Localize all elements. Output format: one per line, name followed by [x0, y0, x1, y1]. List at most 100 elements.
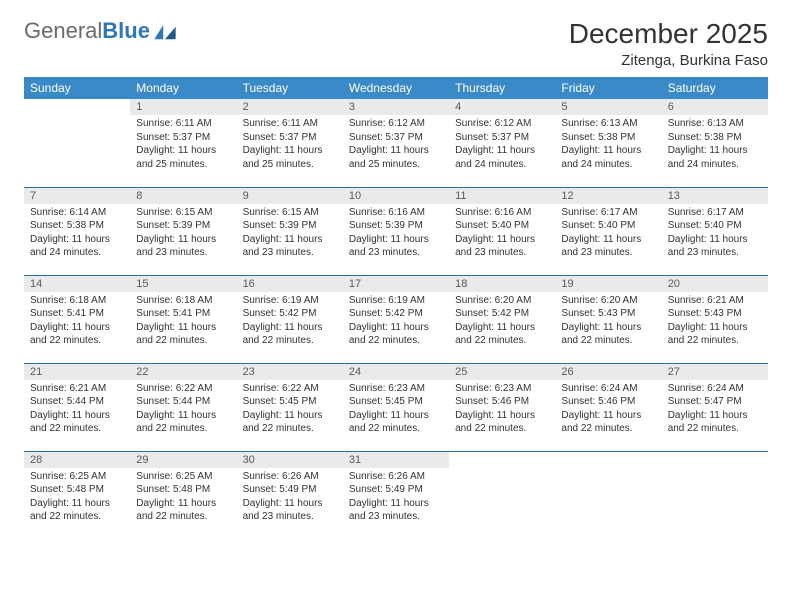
- day-number: 18: [449, 276, 555, 292]
- daylight-line: Daylight: 11 hours and 22 minutes.: [455, 409, 549, 436]
- calendar-body: 1Sunrise: 6:11 AMSunset: 5:37 PMDaylight…: [24, 99, 768, 539]
- day-details: Sunrise: 6:16 AMSunset: 5:39 PMDaylight:…: [343, 204, 449, 264]
- daylight-line: Daylight: 11 hours and 23 minutes.: [561, 233, 655, 260]
- day-details: Sunrise: 6:20 AMSunset: 5:42 PMDaylight:…: [449, 292, 555, 352]
- sunset-line: Sunset: 5:43 PM: [561, 307, 655, 321]
- brand-logo: GeneralBlue: [24, 18, 176, 44]
- day-details: Sunrise: 6:22 AMSunset: 5:44 PMDaylight:…: [130, 380, 236, 440]
- day-number: 10: [343, 188, 449, 204]
- day-number: 12: [555, 188, 661, 204]
- day-number: 28: [24, 452, 130, 468]
- sunset-line: Sunset: 5:49 PM: [243, 483, 337, 497]
- sunrise-line: Sunrise: 6:19 AM: [243, 294, 337, 308]
- calendar-cell: 6Sunrise: 6:13 AMSunset: 5:38 PMDaylight…: [662, 99, 768, 187]
- day-number: 27: [662, 364, 768, 380]
- calendar-cell: 10Sunrise: 6:16 AMSunset: 5:39 PMDayligh…: [343, 187, 449, 275]
- sunrise-line: Sunrise: 6:17 AM: [668, 206, 762, 220]
- day-details: Sunrise: 6:18 AMSunset: 5:41 PMDaylight:…: [130, 292, 236, 352]
- calendar-cell: 17Sunrise: 6:19 AMSunset: 5:42 PMDayligh…: [343, 275, 449, 363]
- daylight-line: Daylight: 11 hours and 22 minutes.: [30, 409, 124, 436]
- day-number: 16: [237, 276, 343, 292]
- sunrise-line: Sunrise: 6:15 AM: [243, 206, 337, 220]
- calendar-page: GeneralBlue December 2025 Zitenga, Burki…: [0, 0, 792, 549]
- day-number: 1: [130, 99, 236, 115]
- sunrise-line: Sunrise: 6:17 AM: [561, 206, 655, 220]
- day-number: 14: [24, 276, 130, 292]
- sunset-line: Sunset: 5:42 PM: [455, 307, 549, 321]
- daylight-line: Daylight: 11 hours and 25 minutes.: [349, 144, 443, 171]
- calendar-table: Sunday Monday Tuesday Wednesday Thursday…: [24, 77, 768, 539]
- day-details: Sunrise: 6:26 AMSunset: 5:49 PMDaylight:…: [343, 468, 449, 528]
- daylight-line: Daylight: 11 hours and 22 minutes.: [136, 497, 230, 524]
- sunset-line: Sunset: 5:46 PM: [455, 395, 549, 409]
- brand-sail-icon: [154, 25, 176, 41]
- calendar-cell: 5Sunrise: 6:13 AMSunset: 5:38 PMDaylight…: [555, 99, 661, 187]
- day-details: Sunrise: 6:24 AMSunset: 5:46 PMDaylight:…: [555, 380, 661, 440]
- day-details: Sunrise: 6:23 AMSunset: 5:45 PMDaylight:…: [343, 380, 449, 440]
- calendar-cell: 23Sunrise: 6:22 AMSunset: 5:45 PMDayligh…: [237, 363, 343, 451]
- sunrise-line: Sunrise: 6:26 AM: [349, 470, 443, 484]
- day-details: Sunrise: 6:24 AMSunset: 5:47 PMDaylight:…: [662, 380, 768, 440]
- daylight-line: Daylight: 11 hours and 22 minutes.: [561, 409, 655, 436]
- calendar-cell: 27Sunrise: 6:24 AMSunset: 5:47 PMDayligh…: [662, 363, 768, 451]
- sunset-line: Sunset: 5:40 PM: [455, 219, 549, 233]
- calendar-cell: 14Sunrise: 6:18 AMSunset: 5:41 PMDayligh…: [24, 275, 130, 363]
- daylight-line: Daylight: 11 hours and 23 minutes.: [136, 233, 230, 260]
- calendar-row: 28 Sunrise: 6:25 AM Sunset: 5:48 PM Dayligh…: [24, 451, 768, 539]
- calendar-cell: 3Sunrise: 6:12 AMSunset: 5:37 PMDaylight…: [343, 99, 449, 187]
- weekday-header-row: Sunday Monday Tuesday Wednesday Thursday…: [24, 77, 768, 99]
- day-number: 13: [662, 188, 768, 204]
- calendar-cell: 8Sunrise: 6:15 AMSunset: 5:39 PMDaylight…: [130, 187, 236, 275]
- daylight-line: Daylight: 11 hours and 23 minutes.: [349, 497, 443, 524]
- sunset-line: Sunset: 5:45 PM: [243, 395, 337, 409]
- weekday-header: Monday: [130, 77, 236, 99]
- sunrise-line: Sunrise: 6:16 AM: [349, 206, 443, 220]
- calendar-cell: [449, 451, 555, 539]
- sunrise-line: Sunrise: 6:14 AM: [30, 206, 124, 220]
- day-number: 11: [449, 188, 555, 204]
- daylight-line: Daylight: 11 hours and 25 minutes.: [136, 144, 230, 171]
- daylight-line: Daylight: 11 hours and 22 minutes.: [136, 321, 230, 348]
- day-details: Sunrise: 6:21 AMSunset: 5:44 PMDaylight:…: [24, 380, 130, 440]
- daylight-line: Daylight: 11 hours and 22 minutes.: [243, 409, 337, 436]
- daylight-line: Daylight: 11 hours and 24 minutes.: [561, 144, 655, 171]
- day-details: Sunrise: 6:21 AMSunset: 5:43 PMDaylight:…: [662, 292, 768, 352]
- calendar-row: 1Sunrise: 6:11 AMSunset: 5:37 PMDaylight…: [24, 99, 768, 187]
- calendar-row: 14Sunrise: 6:18 AMSunset: 5:41 PMDayligh…: [24, 275, 768, 363]
- sunset-line: Sunset: 5:38 PM: [561, 131, 655, 145]
- day-number: 20: [662, 276, 768, 292]
- calendar-cell: 30Sunrise: 6:26 AMSunset: 5:49 PMDayligh…: [237, 451, 343, 539]
- sunset-line: Sunset: 5:42 PM: [243, 307, 337, 321]
- day-number: 17: [343, 276, 449, 292]
- sunset-line: Sunset: 5:49 PM: [349, 483, 443, 497]
- daylight-line: Daylight: 11 hours and 22 minutes.: [30, 321, 124, 348]
- daylight-line: Daylight: 11 hours and 22 minutes.: [349, 409, 443, 436]
- sunset-line: Sunset: 5:41 PM: [30, 307, 124, 321]
- day-details: Sunrise: 6:14 AMSunset: 5:38 PMDaylight:…: [24, 204, 130, 264]
- sunset-line: Sunset: 5:48 PM: [30, 483, 124, 497]
- daylight-line: Daylight: 11 hours and 24 minutes.: [30, 233, 124, 260]
- day-number: 9: [237, 188, 343, 204]
- daylight-line: Daylight: 11 hours and 23 minutes.: [243, 233, 337, 260]
- sunrise-line: Sunrise: 6:15 AM: [136, 206, 230, 220]
- page-title: December 2025: [569, 18, 768, 50]
- sunrise-line: Sunrise: 6:11 AM: [243, 117, 337, 131]
- day-number: 6: [662, 99, 768, 115]
- calendar-cell: 22Sunrise: 6:22 AMSunset: 5:44 PMDayligh…: [130, 363, 236, 451]
- sunset-line: Sunset: 5:37 PM: [136, 131, 230, 145]
- day-details: Sunrise: 6:26 AMSunset: 5:49 PMDaylight:…: [237, 468, 343, 528]
- calendar-cell: 2Sunrise: 6:11 AMSunset: 5:37 PMDaylight…: [237, 99, 343, 187]
- day-number: 26: [555, 364, 661, 380]
- day-number: 8: [130, 188, 236, 204]
- sunrise-line: Sunrise: 6:25 AM: [136, 470, 230, 484]
- day-details: Sunrise: 6:22 AMSunset: 5:45 PMDaylight:…: [237, 380, 343, 440]
- day-number: 19: [555, 276, 661, 292]
- sunset-line: Sunset: 5:46 PM: [561, 395, 655, 409]
- calendar-cell: 7Sunrise: 6:14 AMSunset: 5:38 PMDaylight…: [24, 187, 130, 275]
- calendar-cell: 25Sunrise: 6:23 AMSunset: 5:46 PMDayligh…: [449, 363, 555, 451]
- sunrise-line: Sunrise: 6:13 AM: [561, 117, 655, 131]
- daylight-line: Daylight: 11 hours and 22 minutes.: [349, 321, 443, 348]
- sunset-line: Sunset: 5:40 PM: [561, 219, 655, 233]
- daylight-line: Daylight: 11 hours and 25 minutes.: [243, 144, 337, 171]
- calendar-cell: [24, 99, 130, 187]
